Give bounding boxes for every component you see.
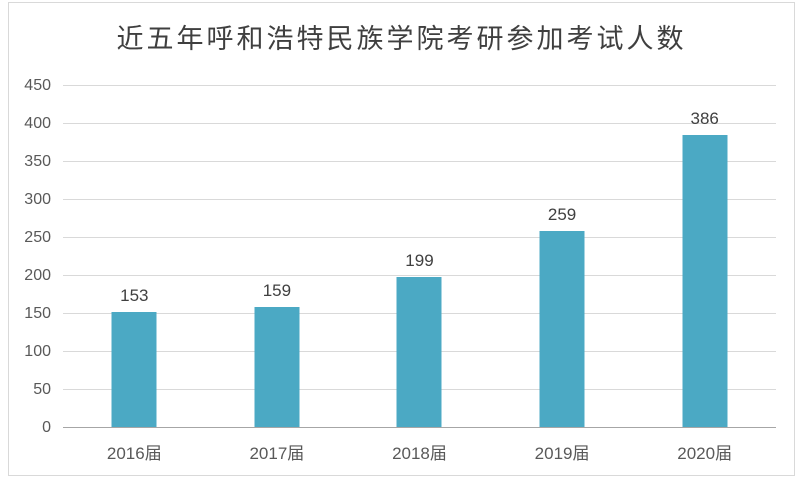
x-category-label-2016届: 2016届 (106, 444, 162, 463)
x-axis-line (63, 427, 776, 428)
gridline-300 (63, 199, 776, 200)
y-tick-label-450: 450 (24, 77, 51, 94)
bar-data-label-2020届: 386 (690, 108, 719, 128)
x-category-label-2017届: 2017届 (249, 444, 305, 463)
y-tick-label-400: 400 (24, 115, 51, 132)
x-category-label-2020届: 2020届 (677, 444, 733, 463)
gridline-450 (63, 85, 776, 86)
y-tick-label-250: 250 (24, 229, 51, 246)
y-tick-label-100: 100 (24, 343, 51, 360)
bar-2016届 (111, 311, 157, 428)
y-tick-label-300: 300 (24, 191, 51, 208)
chart-frame: 近五年呼和浩特民族学院考研参加考试人数 153 159 199 259 386 0 50 1… (8, 2, 795, 476)
bar-data-label-2018届: 199 (405, 250, 434, 270)
gridline-350 (63, 161, 776, 162)
bar-slot-2020届: 386 (633, 86, 776, 428)
bar-2020届 (682, 134, 728, 428)
gridline-400 (63, 123, 776, 124)
bar-data-label-2019届: 259 (547, 205, 577, 225)
y-tick-label-200: 200 (24, 267, 51, 284)
y-tick-label-350: 350 (24, 153, 51, 170)
bar-slot-2018届: 199 (348, 86, 491, 428)
bar-slot-2019届: 259 (491, 86, 634, 428)
x-axis-category-labels: 2016届 2017届 2018届 2019届 2020届 (63, 439, 776, 464)
bar-2019届 (539, 231, 585, 428)
y-tick-label-50: 50 (33, 381, 51, 398)
bar-2017届 (254, 307, 300, 428)
x-category-label-2019届: 2019届 (534, 444, 590, 463)
bar-series: 153 159 199 259 386 (63, 86, 776, 428)
bar-data-label-2016届: 153 (120, 285, 149, 305)
y-axis-tick-labels: 0 50 100 150 200 250 300 350 400 450 (9, 77, 53, 436)
bar-data-label-2017届: 159 (262, 281, 292, 301)
y-tick-label-150: 150 (24, 305, 51, 322)
gridline-200 (63, 275, 776, 276)
plot-area: 153 159 199 259 386 (63, 85, 776, 428)
x-category-label-2018届: 2018届 (392, 444, 447, 463)
bar-2018届 (396, 276, 442, 428)
y-tick-label-0: 0 (42, 419, 51, 436)
bar-slot-2017届: 159 (206, 86, 349, 428)
chart-title: 近五年呼和浩特民族学院考研参加考试人数 (116, 24, 687, 54)
bar-slot-2016届: 153 (63, 86, 206, 428)
gridline-250 (63, 237, 776, 238)
